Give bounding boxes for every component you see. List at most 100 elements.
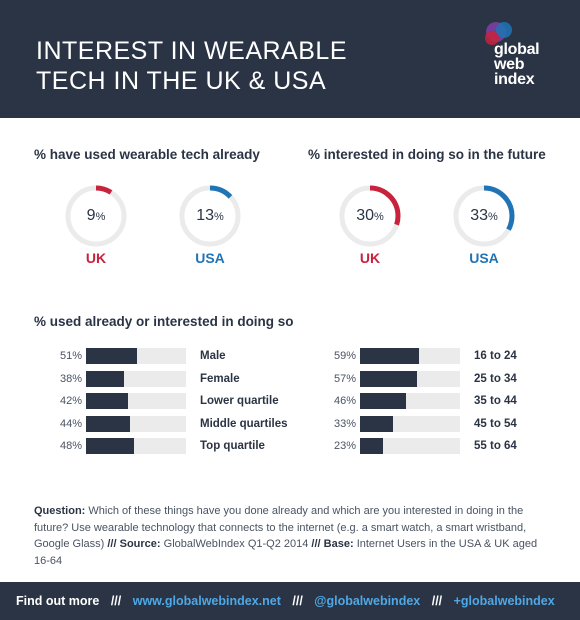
googleplus-link[interactable]: +globalwebindex <box>453 594 555 608</box>
logo-line-1: global <box>494 41 540 58</box>
donut-0-usa-number: 13 <box>196 207 214 224</box>
age-16-to-24-bar <box>360 348 419 364</box>
page-title: INTEREST IN WEARABLE TECH IN THE UK & US… <box>36 36 396 96</box>
demo-top-quartile-track <box>86 438 186 454</box>
footer-sep-3: /// <box>431 594 443 608</box>
logo-line-2: web <box>494 56 525 73</box>
age-16-to-24-track <box>360 348 460 364</box>
donut-0-usa-value: 13% <box>178 184 242 248</box>
base-label: Base: <box>323 538 354 550</box>
age-35-to-44-bar <box>360 393 406 409</box>
donut-1-usa-value: 33% <box>452 184 516 248</box>
donut-0-usa: 13% <box>178 184 242 248</box>
age-25-to-34-label: 25 to 34 <box>474 372 517 385</box>
footer: Find out more /// www.globalwebindex.net… <box>0 582 580 620</box>
methodology-note: Question: Which of these things have you… <box>34 503 546 569</box>
donut-0-usa-percent-sign: % <box>214 211 224 223</box>
logo-text: global web index <box>494 41 540 88</box>
demo-top-quartile-value: 48% <box>59 440 82 452</box>
question-label: Question: <box>34 505 86 517</box>
note-sep-1: /// <box>107 538 117 550</box>
website-link[interactable]: www.globalwebindex.net <box>132 594 281 608</box>
age-55-to-64-label: 55 to 64 <box>474 440 517 452</box>
header: INTEREST IN WEARABLE TECH IN THE UK & US… <box>0 0 580 118</box>
footer-sep-1: /// <box>110 594 122 608</box>
donut-1-usa-ring <box>453 185 515 247</box>
demo-top-quartile-row: 48% Top quartile <box>56 438 316 454</box>
donut-0-usa-arc <box>179 185 241 247</box>
demo-female-bar <box>86 370 124 387</box>
age-25-to-34-row: 57% 25 to 34 <box>330 370 580 387</box>
demo-male-bar <box>86 348 137 364</box>
question-text: Which of these things have you done alre… <box>34 505 527 550</box>
source-text: GlobalWebIndex Q1-Q2 2014 <box>163 538 309 550</box>
demo-top-quartile-bar <box>86 438 134 454</box>
demo-lower-quartile-value: 42% <box>59 395 82 407</box>
donut-0-uk-percent-sign: % <box>95 211 106 223</box>
find-out-more: Find out more <box>16 594 100 608</box>
demo-lower-quartile-track <box>86 393 186 409</box>
source-label: Source: <box>119 538 161 550</box>
age-35-to-44-label: 35 to 44 <box>474 395 517 407</box>
demo-top-quartile-label: Top quartile <box>200 440 265 452</box>
age-25-to-34-bar <box>360 370 417 387</box>
donut-1-usa-percent-sign: % <box>488 211 498 223</box>
age-25-to-34-track <box>360 370 460 387</box>
age-16-to-24-value: 59% <box>333 350 356 362</box>
globalwebindex-logo: global web index <box>476 20 556 90</box>
donut-0-uk-label: UK <box>85 250 107 266</box>
demo-middle-quartiles-value: 44% <box>59 417 82 430</box>
age-16-to-24-row: 59% 16 to 24 <box>330 348 580 364</box>
demo-male-track <box>86 348 186 364</box>
demo-lower-quartile-row: 42% Lower quartile <box>56 393 316 409</box>
demo-female-track <box>86 370 186 387</box>
donut-1-usa-label: USA <box>469 250 499 266</box>
note-sep-2: /// <box>311 538 321 550</box>
demo-lower-quartile-bar <box>86 393 128 409</box>
twitter-link[interactable]: @globalwebindex <box>314 594 421 608</box>
demo-female-label: Female <box>200 372 240 385</box>
age-16-to-24-label: 16 to 24 <box>474 350 517 362</box>
age-45-to-54-label: 45 to 54 <box>474 417 517 430</box>
demo-middle-quartiles-label: Middle quartiles <box>200 417 288 430</box>
donut-1-uk-ring <box>339 185 401 247</box>
age-45-to-54-track <box>360 415 460 432</box>
donut-1-usa: 33% <box>452 184 516 248</box>
donut-0-uk-value: 9% <box>64 184 128 248</box>
age-35-to-44-value: 46% <box>333 395 356 407</box>
age-55-to-64-row: 23% 55 to 64 <box>330 438 580 454</box>
demo-middle-quartiles-bar <box>86 415 130 432</box>
age-25-to-34-value: 57% <box>333 372 356 385</box>
donut-0-uk-ring <box>65 185 127 247</box>
logo-line-3: index <box>494 71 535 88</box>
title-line-2: TECH IN THE UK & USA <box>36 67 327 95</box>
demo-female-row: 38% Female <box>56 370 316 387</box>
age-55-to-64-bar <box>360 438 383 454</box>
demo-male-label: Male <box>200 350 226 362</box>
age-55-to-64-value: 23% <box>333 440 356 452</box>
donut-1-uk-percent-sign: % <box>374 211 384 223</box>
logo-circles-icon <box>485 22 512 45</box>
donut-0-uk: 9% <box>64 184 128 248</box>
donut-1-uk-arc <box>339 185 401 247</box>
used-already-title: % have used wearable tech already <box>34 147 260 162</box>
age-45-to-54-row: 33% 45 to 54 <box>330 415 580 432</box>
donut-1-usa-arc <box>453 185 515 247</box>
donut-0-uk-arc <box>65 185 127 247</box>
donut-0-uk-number: 9 <box>86 207 96 224</box>
demo-male-row: 51% Male <box>56 348 316 364</box>
donut-1-usa-number: 33 <box>470 207 488 224</box>
age-45-to-54-value: 33% <box>333 417 356 430</box>
interested-future-title: % interested in doing so in the future <box>308 147 546 162</box>
demo-middle-quartiles-track <box>86 415 186 432</box>
donut-1-uk-label: UK <box>359 250 381 266</box>
donut-1-uk-number: 30 <box>356 207 374 224</box>
donut-1-uk: 30% <box>338 184 402 248</box>
demo-female-value: 38% <box>59 372 82 385</box>
footer-sep-2: /// <box>292 594 303 608</box>
base-text: Internet Users in the USA & UK aged 16-6… <box>34 538 538 567</box>
donut-0-usa-ring <box>179 185 241 247</box>
demo-lower-quartile-label: Lower quartile <box>200 395 279 407</box>
donut-0-usa-label: USA <box>195 250 225 266</box>
donut-1-uk-value: 30% <box>338 184 402 248</box>
